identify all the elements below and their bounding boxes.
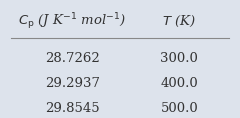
Text: 400.0: 400.0 xyxy=(160,77,198,90)
Text: 300.0: 300.0 xyxy=(160,52,198,65)
Text: 28.7262: 28.7262 xyxy=(45,52,100,65)
Text: $T$ (K): $T$ (K) xyxy=(162,14,196,30)
Text: $C_\mathrm{p}$ (J K$^{-1}$ mol$^{-1}$): $C_\mathrm{p}$ (J K$^{-1}$ mol$^{-1}$) xyxy=(18,12,127,32)
Text: 29.2937: 29.2937 xyxy=(45,77,100,90)
Text: 29.8545: 29.8545 xyxy=(45,102,100,115)
Text: 500.0: 500.0 xyxy=(160,102,198,115)
